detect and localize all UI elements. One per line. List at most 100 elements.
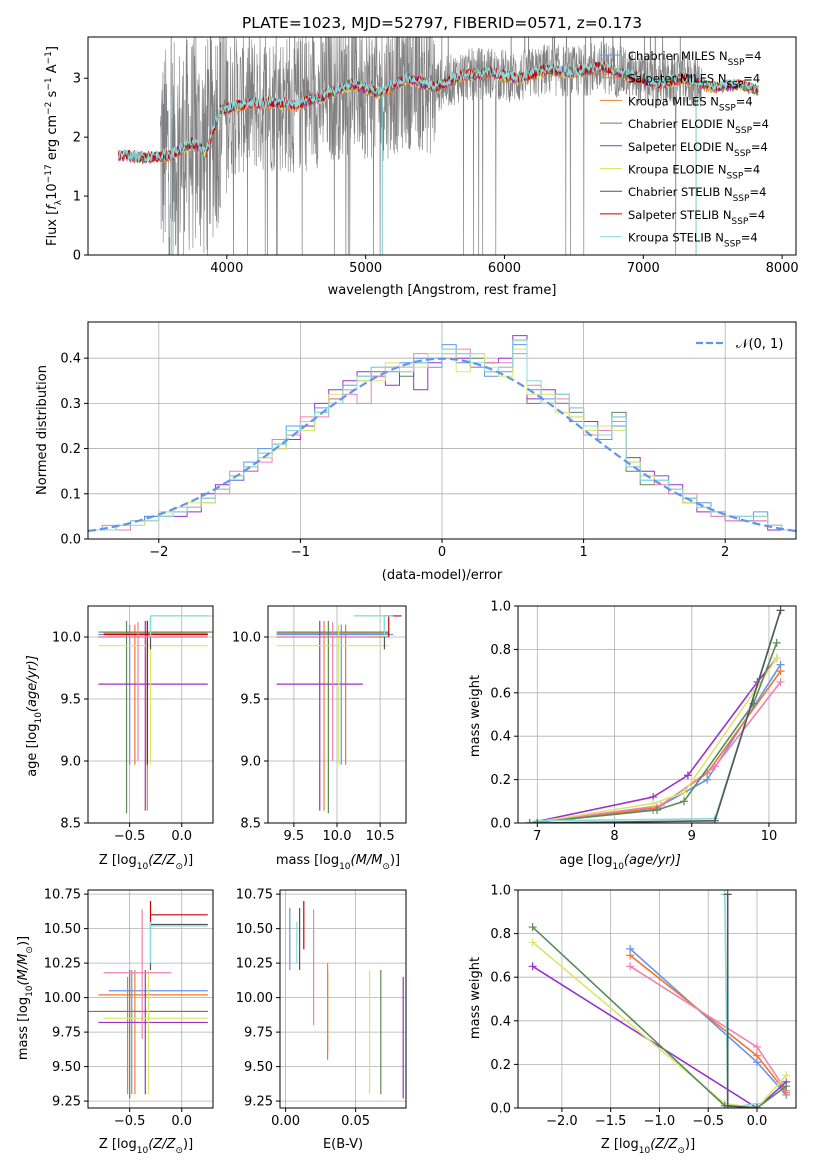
label-part: Kroupa STELIB N <box>628 231 724 245</box>
y-axis-label: mass weight <box>468 957 483 1039</box>
label-part: ⊙ <box>175 1146 183 1156</box>
label-part: =4 <box>736 94 753 108</box>
series-line <box>532 965 787 1108</box>
x-tick-label: 10.0 <box>323 829 352 844</box>
series-marker <box>649 799 658 808</box>
x-tick-label: −0.5 <box>692 1114 724 1129</box>
axes-frame <box>87 36 797 256</box>
series-marker <box>782 1082 791 1091</box>
label-part: Chabrier ELODIE N <box>628 117 735 131</box>
x-tick-label: 0.0 <box>171 829 192 844</box>
label-part: (M/M <box>351 853 383 868</box>
legend-label: 𝒩(0, 1) <box>736 337 783 352</box>
axes-frame <box>87 605 214 824</box>
x-tick-label: −2 <box>149 545 168 560</box>
label-part: )] <box>183 853 193 868</box>
label-part: ⊙ <box>677 1146 685 1156</box>
x-tick-label: 7 <box>533 829 541 844</box>
plot-area <box>280 890 406 1108</box>
y-tick-label: 10.25 <box>236 957 273 972</box>
label-part: SSP <box>734 149 751 159</box>
label-part: (M/M <box>16 954 31 986</box>
label-part: (age/yr)] <box>624 853 681 868</box>
y-tick-label: 10.75 <box>44 888 81 903</box>
y-tick-label: 10.75 <box>236 888 273 903</box>
label-part: age [log <box>559 853 612 868</box>
x-tick-label: −0.5 <box>114 1114 146 1129</box>
label-part: SSP <box>726 81 743 91</box>
label-part: mass [log <box>276 853 339 868</box>
series-marker <box>772 654 781 663</box>
x-tick-label: 6000 <box>488 261 521 276</box>
y-tick-label: 9.5 <box>240 693 261 708</box>
label-part: 10 <box>639 1146 651 1156</box>
x-tick-label: 9 <box>688 829 696 844</box>
legend-label: Kroupa ELODIE NSSP=4 <box>628 163 760 182</box>
series-marker <box>626 951 635 960</box>
y-tick-label: 10.00 <box>236 991 273 1006</box>
label-part: )] <box>16 936 31 946</box>
label-part: Z [log <box>99 1137 137 1152</box>
axes-spectrum: 4000 5000 6000 7000 8000 0 1 2 3 PLATE=1023, MJD=… <box>44 14 799 298</box>
label-part: ⊙ <box>382 862 390 872</box>
label-part: =4 <box>752 117 769 131</box>
x-tick-label: −1.5 <box>595 1114 627 1129</box>
legend-label: Kroupa STELIB NSSP=4 <box>628 231 758 250</box>
label-part: SSP <box>724 240 741 250</box>
y-tick-label: 8.5 <box>240 817 261 832</box>
label-part: Salpeter ELODIE N <box>628 140 734 154</box>
x-tick-label: 4000 <box>210 261 243 276</box>
axes-age_vs_mass: 9.5 10.0 10.5 8.5 9.0 9.5 10.0 mass [log10(M/M⊙… <box>232 605 407 872</box>
series-marker <box>680 788 689 797</box>
label-part: SSP <box>719 103 736 113</box>
label-part: −1 <box>44 77 54 90</box>
y-tick-label: 1.0 <box>490 600 511 615</box>
y-tick-label: 0.4 <box>60 352 81 367</box>
label-part: =4 <box>744 49 761 63</box>
x-tick-label: 1 <box>579 545 587 560</box>
axes-frame <box>517 605 797 824</box>
model-spectrum-s8 <box>118 60 759 163</box>
label-part: Kroupa MILES N <box>628 94 719 108</box>
label-part: 10 <box>25 985 35 997</box>
label-part: Chabrier MILES N <box>628 49 728 63</box>
y-tick-label: 0.2 <box>60 442 81 457</box>
x-tick-label: −1 <box>291 545 310 560</box>
x-tick-label: 0.0 <box>747 1114 768 1129</box>
y-tick-label: 1 <box>73 190 81 205</box>
series-marker <box>626 962 635 971</box>
x-tick-label: 10.5 <box>366 829 395 844</box>
label-part: 10 <box>137 1146 149 1156</box>
y-tick-label: 2 <box>73 131 81 146</box>
y-tick-label: 10.50 <box>236 922 273 937</box>
series-marker <box>782 1071 791 1080</box>
series-marker <box>723 890 732 899</box>
series-line <box>529 670 782 823</box>
y-axis-label: mass [log10(M/M⊙)] <box>16 936 35 1060</box>
y-tick-label: 9.50 <box>244 1060 273 1075</box>
series-line <box>529 681 782 823</box>
y-tick-label: 0.4 <box>490 730 511 745</box>
x-tick-label: 8 <box>610 829 618 844</box>
label-part: )] <box>183 1137 193 1152</box>
x-tick-label: −1.0 <box>644 1114 676 1129</box>
x-axis-label: age [log10(age/yr)] <box>559 853 681 872</box>
legend-label: Chabrier ELODIE NSSP=4 <box>628 117 769 136</box>
x-tick-label: 8000 <box>766 261 799 276</box>
x-tick-label: −0.5 <box>114 829 146 844</box>
x-tick-label: 0.00 <box>271 1114 300 1129</box>
label-part: Salpeter MILES N <box>628 72 726 86</box>
legend-label: Salpeter STELIB NSSP=4 <box>628 208 765 227</box>
label-part: −2 <box>44 102 54 115</box>
label-part: SSP <box>726 172 743 182</box>
series-marker <box>776 677 785 686</box>
series-marker <box>752 1104 761 1108</box>
axes-massweight_vs_Z: −2.0 −1.5 −1.0 −0.5 0.0 0.0 0.2 0.4 0.6 0.8 1.0 Z [… <box>468 884 797 1156</box>
label-part: (Z/Z <box>650 1137 678 1152</box>
axes-residuals: −2 −1 0 1 2 0.0 0.1 0.2 0.3 0.4 𝒩(0, 1) (data-model… <box>35 321 797 583</box>
label-part: =4 <box>748 208 765 222</box>
label-part: SSP <box>733 194 750 204</box>
x-tick-label: 5000 <box>349 261 382 276</box>
